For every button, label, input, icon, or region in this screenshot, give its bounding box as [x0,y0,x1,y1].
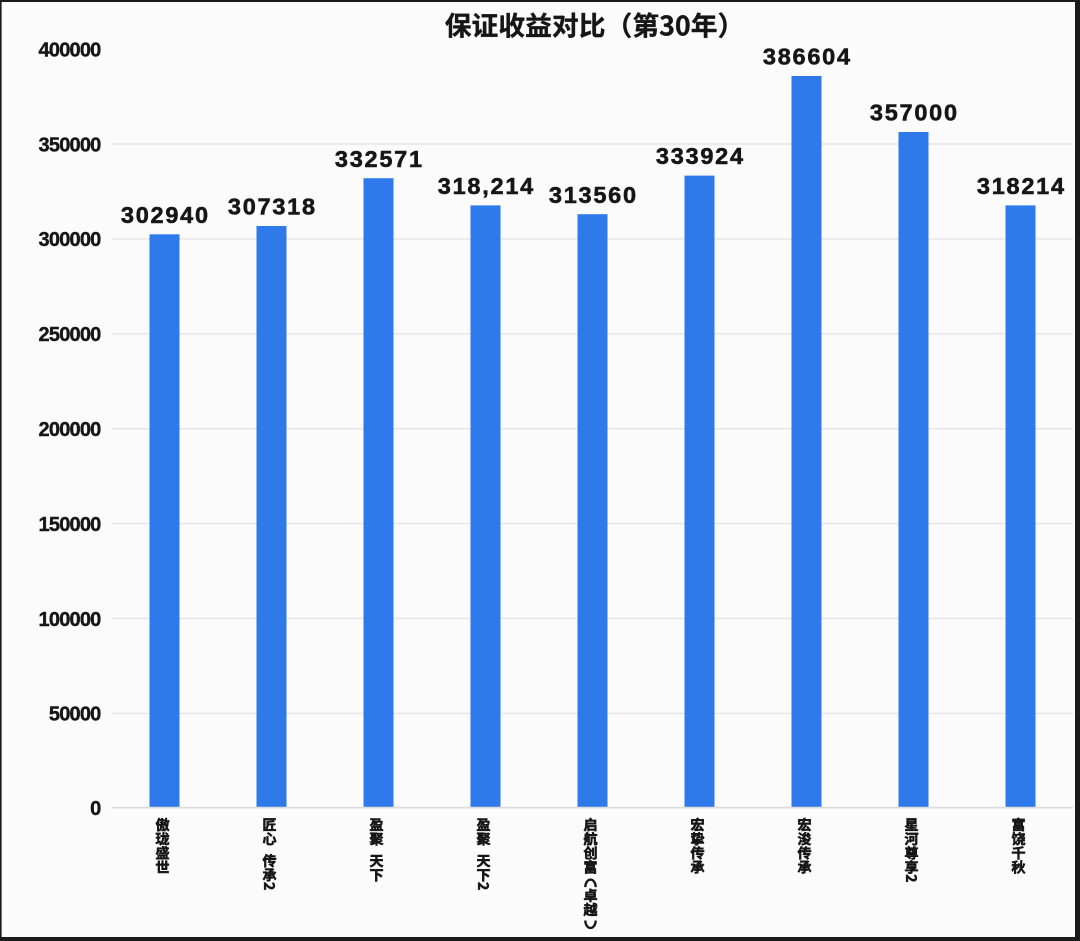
svg-text:386604: 386604 [763,44,852,70]
svg-text:332571: 332571 [335,146,424,172]
svg-text:318,214: 318,214 [438,173,535,199]
svg-text:100000: 100000 [39,609,102,631]
svg-text:300000: 300000 [39,229,102,251]
svg-text:0: 0 [90,798,101,820]
svg-text:302940: 302940 [121,202,210,228]
svg-text:318214: 318214 [977,173,1066,199]
svg-text:400000: 400000 [39,39,102,61]
svg-text:150000: 150000 [39,514,102,536]
svg-text:307318: 307318 [228,194,317,220]
svg-text:250000: 250000 [39,324,102,346]
svg-text:357000: 357000 [870,100,959,126]
svg-text:350000: 350000 [39,134,102,156]
svg-text:50000: 50000 [49,704,101,726]
svg-text:313560: 313560 [549,182,638,208]
svg-text:333924: 333924 [656,143,745,169]
svg-text:200000: 200000 [39,419,102,441]
